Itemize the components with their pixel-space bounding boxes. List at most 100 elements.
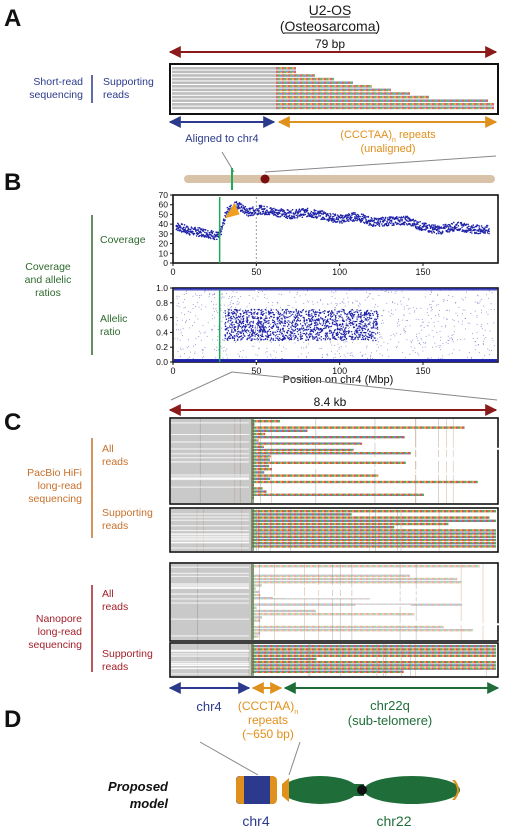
coverage-point [192, 233, 195, 236]
x-tick-label: 0 [170, 366, 175, 376]
allelic-point [215, 350, 217, 352]
allelic-point-het [251, 332, 253, 335]
allelic-point-het [303, 320, 306, 323]
allelic-point [374, 288, 376, 290]
allelic-label-1: Allelic [100, 313, 127, 325]
coverage-point [446, 224, 448, 227]
allelic-point-het [284, 321, 286, 323]
allelic-point [307, 352, 309, 354]
allelic-point [416, 307, 418, 309]
allelic-point [365, 347, 367, 349]
allelic-point-het [250, 328, 252, 330]
coverage-point [382, 217, 385, 219]
allelic-point-het [364, 337, 367, 339]
allelic-point-het [318, 315, 320, 317]
allelic-point-het [258, 334, 260, 336]
allelic-point-het [260, 327, 262, 330]
coverage-point [453, 229, 455, 232]
coverage-point [261, 213, 264, 215]
allelic-point [281, 294, 283, 296]
coverage-label: Coverage [100, 234, 146, 246]
allelic-point [410, 346, 412, 348]
allelic-point-het [355, 335, 358, 337]
allelic-point-het [260, 312, 262, 314]
allelic-point-het [276, 317, 278, 319]
allelic-point [211, 328, 213, 330]
allelic-point [366, 345, 368, 347]
allelic-point-het [368, 316, 370, 319]
coverage-point [306, 209, 309, 211]
allelic-point [221, 339, 223, 341]
allelic-point [322, 303, 324, 305]
allelic-point-het [288, 310, 290, 313]
allelic-point [197, 302, 199, 304]
panel-letter-b: B [4, 169, 21, 196]
allelic-point-het [236, 339, 239, 341]
allelic-point-het [341, 316, 343, 319]
allelic-point-het [333, 338, 336, 340]
allelic-point-het [276, 326, 278, 328]
allelic-point-het [351, 309, 354, 311]
coverage-point [431, 224, 433, 226]
allelic-point [475, 344, 477, 346]
allelic-point [253, 346, 255, 348]
allelic-point [321, 357, 323, 359]
allelic-point [407, 308, 409, 310]
allelic-point [269, 323, 271, 325]
allelic-point [480, 309, 482, 311]
coverage-point [262, 211, 265, 213]
allelic-point [375, 326, 377, 328]
allelic-point [342, 301, 344, 303]
allelic-point [336, 350, 338, 352]
coverage-point [334, 213, 337, 215]
allelic-point [297, 356, 299, 358]
d-chr22-label: chr22 [376, 813, 411, 829]
allelic-point [493, 345, 495, 347]
coverage-point [180, 227, 182, 229]
coverage-point [407, 216, 409, 219]
allelic-point [483, 305, 485, 307]
allelic-point-het [333, 314, 335, 316]
coverage-point [201, 228, 203, 230]
allelic-point-het [317, 327, 320, 330]
read-softclip [252, 477, 271, 480]
nanopore-supp-2: reads [102, 661, 128, 673]
allelic-point [280, 334, 282, 336]
allelic-point [215, 308, 217, 310]
allelic-point-het [344, 328, 346, 330]
coverage-point [370, 216, 373, 219]
allelic-point-het [235, 313, 237, 315]
allelic-point-het [258, 308, 260, 311]
allelic-point [482, 340, 484, 342]
allelic-point-het [318, 322, 321, 324]
coverage-point [466, 227, 469, 229]
allelic-point-het [339, 323, 341, 326]
allelic-point [402, 319, 404, 321]
allelic-point-het [360, 331, 363, 334]
allelic-point-het [365, 332, 367, 334]
allelic-point-het [301, 328, 303, 330]
allelic-point [192, 358, 194, 360]
allelic-point [403, 306, 405, 308]
nanopore-all-reads-track [169, 562, 503, 642]
short-read [172, 99, 276, 102]
coverage-point [402, 215, 405, 218]
allelic-point [217, 336, 219, 338]
coverage-point [396, 223, 398, 226]
coverage-point [297, 214, 299, 216]
allelic-point [430, 291, 432, 293]
allelic-point-het [230, 334, 233, 337]
allelic-point [366, 291, 368, 293]
coverage-point [444, 223, 447, 226]
read-softclip [252, 426, 465, 429]
allelic-point-het [253, 316, 255, 318]
read-softclip [252, 526, 395, 529]
coverage-point [452, 228, 454, 231]
allelic-point [245, 356, 247, 358]
allelic-point [237, 303, 239, 305]
allelic-point-het [285, 311, 287, 314]
allelic-point-het [309, 335, 311, 338]
allelic-point-het [331, 310, 333, 313]
allelic-point [206, 335, 208, 337]
allelic-point-het [308, 318, 311, 320]
